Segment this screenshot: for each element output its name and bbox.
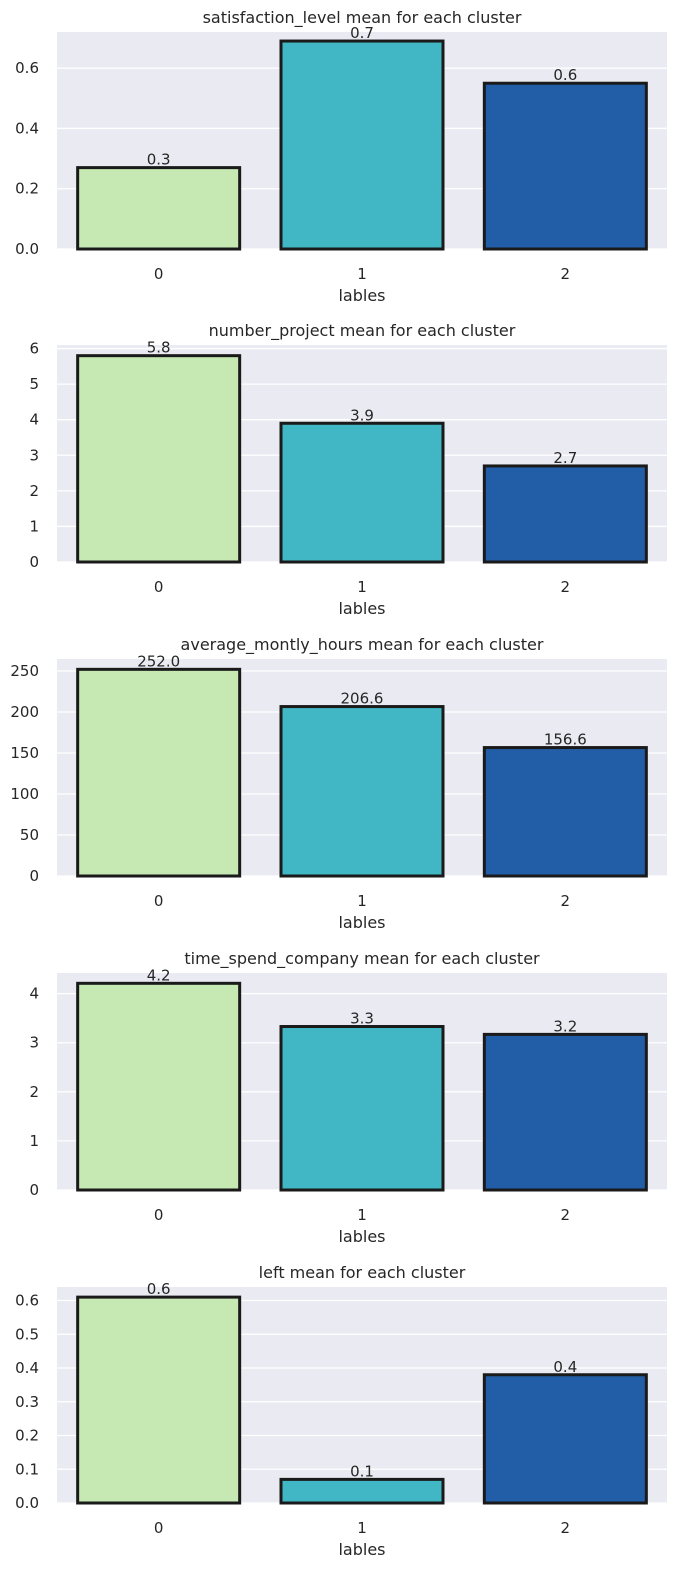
y-tick-label: 2 <box>29 1083 39 1101</box>
y-tick-label: 100 <box>10 785 39 803</box>
bar-cluster-1 <box>279 1477 445 1505</box>
y-tick-label: 0.2 <box>15 1427 39 1445</box>
bar-cluster-2 <box>482 1373 648 1505</box>
x-tick-label: 1 <box>357 1206 367 1224</box>
x-tick-label: 2 <box>561 265 571 283</box>
y-tick-label: 250 <box>10 662 39 680</box>
x-tick-label: 1 <box>357 892 367 910</box>
x-tick-label: 2 <box>561 1206 571 1224</box>
data-label: 252.0 <box>137 652 180 670</box>
bar-cluster-0 <box>76 667 242 878</box>
data-label: 0.6 <box>553 66 577 84</box>
data-label: 0.4 <box>553 1358 577 1376</box>
y-tick-label: 1 <box>29 517 39 535</box>
chart-panel-2: 0 50 100 150 200 250 252.0 206.6 156.6 0 1 2 average… <box>10 635 667 932</box>
chart-panel-1: 0 1 2 3 4 5 6 5.8 3.9 2.7 0 1 2 number_project mean f… <box>29 321 667 618</box>
x-axis-label: lables <box>338 1227 385 1246</box>
x-axis-label: lables <box>338 1540 385 1559</box>
y-tick-label: 50 <box>20 826 39 844</box>
chart-panel-4: 0.0 0.1 0.2 0.3 0.4 0.5 0.6 0.6 0.1 0.4 0 1 2 left me… <box>15 1263 667 1559</box>
y-tick-label: 0.6 <box>15 1292 39 1310</box>
x-tick-label: 2 <box>561 1519 571 1537</box>
data-label: 156.6 <box>544 731 587 749</box>
chart-title: time_spend_company mean for each cluster <box>184 949 540 969</box>
y-tick-label: 0.0 <box>15 240 39 258</box>
bar-cluster-2 <box>482 81 648 251</box>
bar-cluster-1 <box>279 705 445 878</box>
data-label: 3.3 <box>350 1010 374 1028</box>
y-tick-label: 0 <box>29 1181 39 1199</box>
bar-cluster-1 <box>279 1025 445 1192</box>
x-tick-label: 1 <box>357 1519 367 1537</box>
y-tick-label: 3 <box>29 446 39 464</box>
bar-cluster-2 <box>482 746 648 878</box>
data-label: 0.6 <box>147 1280 171 1298</box>
chart-panel-3: 0 1 2 3 4 4.2 3.3 3.2 0 1 2 time_spend_company mean… <box>29 949 667 1246</box>
bar-cluster-2 <box>482 464 648 564</box>
y-tick-label: 150 <box>10 744 39 762</box>
data-label: 3.9 <box>350 406 374 424</box>
x-tick-label: 0 <box>154 1519 164 1537</box>
x-tick-label: 2 <box>561 578 571 596</box>
x-axis-label: lables <box>338 913 385 932</box>
chart-title: number_project mean for each cluster <box>209 321 516 341</box>
x-tick-label: 0 <box>154 265 164 283</box>
bar-cluster-1 <box>279 421 445 564</box>
data-label: 0.3 <box>147 151 171 169</box>
y-tick-label: 0 <box>29 553 39 571</box>
y-tick-label: 4 <box>29 411 39 429</box>
bar-cluster-0 <box>76 981 242 1192</box>
y-tick-label: 0.4 <box>15 119 39 137</box>
y-tick-label: 0.5 <box>15 1325 39 1343</box>
data-label: 3.2 <box>553 1017 577 1035</box>
x-tick-label: 2 <box>561 892 571 910</box>
x-tick-label: 0 <box>154 1206 164 1224</box>
y-tick-label: 1 <box>29 1132 39 1150</box>
x-tick-label: 0 <box>154 892 164 910</box>
chart-panel-0: 0.0 0.2 0.4 0.6 0.3 0.7 0.6 0 1 2 satisfaction_lev… <box>15 8 667 305</box>
bar-cluster-2 <box>482 1032 648 1192</box>
bar-cluster-0 <box>76 1295 242 1505</box>
chart-title: satisfaction_level mean for each cluster <box>203 8 522 28</box>
x-axis-label: lables <box>338 286 385 305</box>
bar-cluster-0 <box>76 354 242 564</box>
y-tick-label: 0.0 <box>15 1494 39 1512</box>
bar-cluster-1 <box>279 39 445 251</box>
x-tick-label: 1 <box>357 265 367 283</box>
x-tick-label: 0 <box>154 578 164 596</box>
y-tick-label: 0.3 <box>15 1393 39 1411</box>
data-label: 0.1 <box>350 1462 374 1480</box>
data-label: 206.6 <box>341 690 384 708</box>
data-label: 5.8 <box>147 339 171 357</box>
data-label: 2.7 <box>553 449 577 467</box>
y-tick-label: 5 <box>29 375 39 393</box>
bar-cluster-0 <box>76 166 242 251</box>
y-tick-label: 6 <box>29 340 39 358</box>
y-tick-label: 0.6 <box>15 59 39 77</box>
y-tick-label: 0 <box>29 867 39 885</box>
x-tick-label: 1 <box>357 578 367 596</box>
chart-title: left mean for each cluster <box>259 1263 466 1282</box>
data-label: 4.2 <box>147 966 171 984</box>
y-tick-label: 2 <box>29 482 39 500</box>
x-axis-label: lables <box>338 599 385 618</box>
y-tick-label: 0.4 <box>15 1359 39 1377</box>
data-label: 0.7 <box>350 24 374 42</box>
y-tick-label: 0.1 <box>15 1460 39 1478</box>
y-tick-label: 0.2 <box>15 180 39 198</box>
chart-title: average_montly_hours mean for each clust… <box>181 635 544 655</box>
y-tick-label: 4 <box>29 985 39 1003</box>
y-tick-label: 3 <box>29 1034 39 1052</box>
y-tick-label: 200 <box>10 703 39 721</box>
